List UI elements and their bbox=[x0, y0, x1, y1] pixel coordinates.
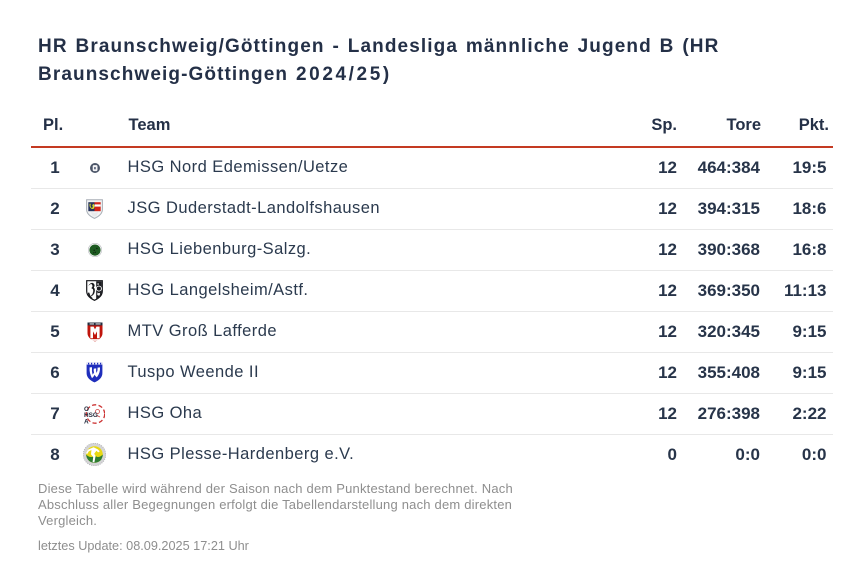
svg-text:A: A bbox=[84, 418, 89, 424]
svg-text:O: O bbox=[84, 406, 89, 413]
svg-text:HSG: HSG bbox=[84, 412, 98, 419]
